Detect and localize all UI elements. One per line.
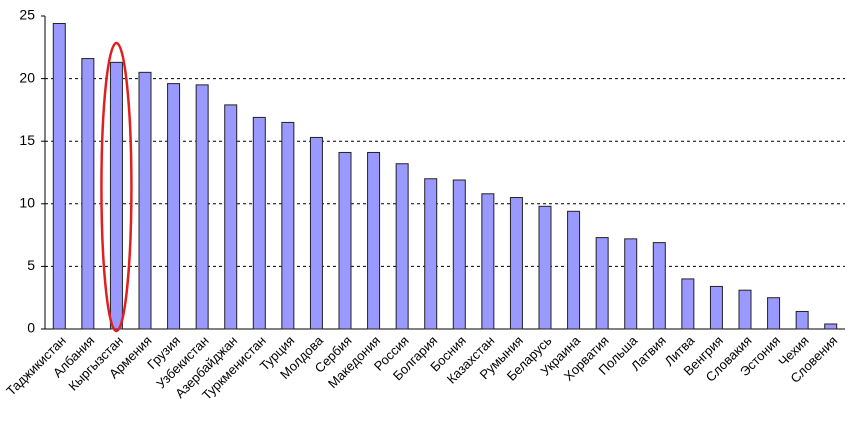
bar bbox=[252, 116, 266, 330]
bar bbox=[109, 61, 123, 330]
bar bbox=[567, 210, 581, 330]
y-tick-label: 10 bbox=[19, 195, 35, 211]
bar bbox=[509, 197, 523, 330]
bar bbox=[824, 323, 838, 330]
bar bbox=[452, 179, 466, 330]
bar bbox=[81, 58, 95, 330]
bar bbox=[167, 83, 181, 330]
bar bbox=[709, 285, 723, 330]
bar bbox=[195, 84, 209, 330]
y-tick-label: 5 bbox=[27, 257, 35, 273]
y-tick-label: 0 bbox=[27, 320, 35, 336]
bar bbox=[624, 238, 638, 330]
bar bbox=[367, 151, 381, 330]
bar bbox=[681, 278, 695, 330]
bar bbox=[538, 205, 552, 330]
bar bbox=[224, 104, 238, 330]
bar bbox=[481, 193, 495, 330]
highlight-ellipse bbox=[100, 41, 133, 333]
bar bbox=[309, 136, 323, 330]
y-tick-label: 20 bbox=[19, 69, 35, 85]
bar bbox=[738, 289, 752, 330]
bar bbox=[595, 237, 609, 330]
y-tick-label: 25 bbox=[19, 7, 35, 23]
bar bbox=[52, 23, 66, 330]
y-tick-label: 15 bbox=[19, 132, 35, 148]
bar bbox=[395, 163, 409, 330]
bar bbox=[281, 121, 295, 330]
bar bbox=[795, 310, 809, 330]
bar bbox=[652, 242, 666, 330]
bar bbox=[767, 297, 781, 330]
bar bbox=[138, 71, 152, 330]
bar bbox=[338, 151, 352, 330]
bar bbox=[424, 178, 438, 330]
